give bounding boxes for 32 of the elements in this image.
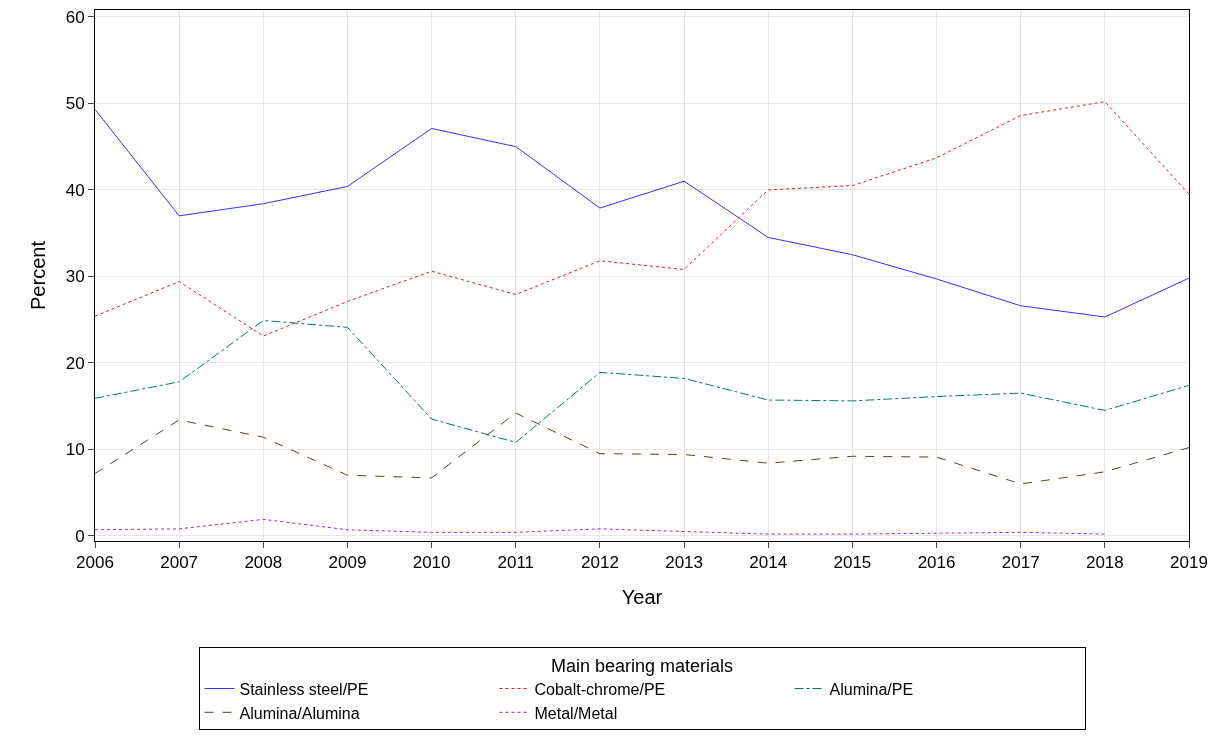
y-tick-label: 50	[65, 94, 85, 114]
x-tick-label: 2019	[1170, 553, 1208, 573]
legend-title: Main bearing materials	[550, 655, 734, 676]
y-axis-title: Percent	[27, 240, 50, 310]
x-tick-label: 2008	[244, 553, 283, 573]
y-tick-label: 10	[65, 440, 85, 460]
x-tick-label: 2011	[497, 553, 535, 573]
x-tick-label: 2015	[833, 553, 872, 573]
line-series	[95, 412, 1189, 485]
x-tick-label: 2010	[412, 553, 451, 573]
y-tick-label: 60	[65, 7, 85, 27]
legend-label: Cobalt-chrome/PE	[534, 680, 666, 698]
legend-label: Alumina/Alumina	[239, 704, 360, 722]
x-tick-label: 2007	[160, 553, 199, 573]
x-tick-label: 2014	[749, 553, 788, 573]
line-series	[95, 518, 1106, 535]
legend-label: Alumina/PE	[829, 680, 914, 698]
y-tick-label: 20	[65, 353, 85, 373]
y-tick-label: 30	[65, 267, 85, 287]
x-axis-title: Year	[621, 585, 663, 608]
x-tick-label: 2017	[1001, 553, 1040, 573]
y-tick-label: 40	[65, 180, 85, 200]
legend-label: Metal/Metal	[534, 704, 618, 722]
y-tick-label: 0	[75, 526, 85, 546]
x-tick-label: 2018	[1085, 553, 1124, 573]
x-tick-label: 2009	[328, 553, 367, 573]
line-series	[95, 319, 1189, 443]
x-tick-label: 2006	[76, 553, 114, 573]
x-tick-label: 2016	[917, 553, 956, 573]
x-tick-label: 2013	[665, 553, 703, 573]
x-tick-label: 2012	[581, 553, 619, 573]
legend-label: Stainless steel/PE	[239, 680, 369, 698]
